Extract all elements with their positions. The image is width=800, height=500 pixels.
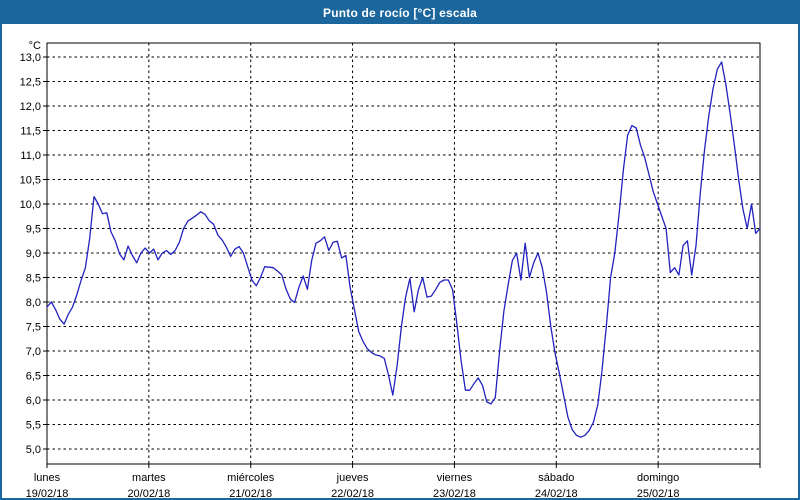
y-tick-label: 10,0 xyxy=(20,199,41,211)
y-tick-label: 7,5 xyxy=(26,322,41,334)
x-weekday-label: miércoles xyxy=(227,472,275,484)
y-tick-label: 12,0 xyxy=(20,101,41,113)
y-tick-label: 8,0 xyxy=(26,297,41,309)
plot-border xyxy=(46,42,761,465)
y-tick-label: 12,5 xyxy=(20,77,41,89)
y-tick-label: 13,0 xyxy=(20,52,41,64)
x-date-label: 19/02/18 xyxy=(26,488,69,498)
y-tick-label: 6,0 xyxy=(26,395,41,407)
y-axis-unit-label: °C xyxy=(29,40,41,52)
x-date-label: 21/02/18 xyxy=(229,488,272,498)
y-tick-label: 8,5 xyxy=(26,273,41,285)
window-title: Punto de rocío [°C] escala xyxy=(322,6,478,20)
x-date-label: 20/02/18 xyxy=(127,488,170,498)
y-tick-label: 7,0 xyxy=(26,346,41,358)
x-date-label: 24/02/18 xyxy=(535,488,578,498)
y-tick-label: 5,5 xyxy=(26,420,41,432)
y-tick-label: 9,0 xyxy=(26,248,41,260)
x-date-label: 22/02/18 xyxy=(331,488,374,498)
series-line xyxy=(46,61,761,438)
dewpoint-chart: 5,0 5,5 6,0 6,5 7,0 7,5 8,0 8,5 9,0 9,5 10,0 10,5 11… xyxy=(2,24,798,498)
x-date-label: 25/02/18 xyxy=(637,488,680,498)
x-date-label: 23/02/18 xyxy=(433,488,476,498)
y-tick-label: 11,0 xyxy=(20,150,41,162)
x-weekday-label: viernes xyxy=(437,472,473,484)
x-weekday-label: sábado xyxy=(538,472,574,484)
x-weekday-label: martes xyxy=(132,472,166,484)
x-weekday-label: domingo xyxy=(637,472,679,484)
y-tick-label: 5,0 xyxy=(26,444,41,456)
y-tick-label: 9,5 xyxy=(26,224,41,236)
y-tick-label: 11,5 xyxy=(20,126,41,138)
dewpoint-chart-canvas: 5,0 5,5 6,0 6,5 7,0 7,5 8,0 8,5 9,0 9,5 10,0 10,5 11… xyxy=(20,40,761,498)
x-weekday-label: jueves xyxy=(336,472,369,484)
y-tick-label: 10,5 xyxy=(20,175,41,187)
window-title-bar[interactable]: Punto de rocío [°C] escala xyxy=(2,2,798,24)
x-weekday-label: lunes xyxy=(34,472,61,484)
y-tick-label: 6,5 xyxy=(26,371,41,383)
